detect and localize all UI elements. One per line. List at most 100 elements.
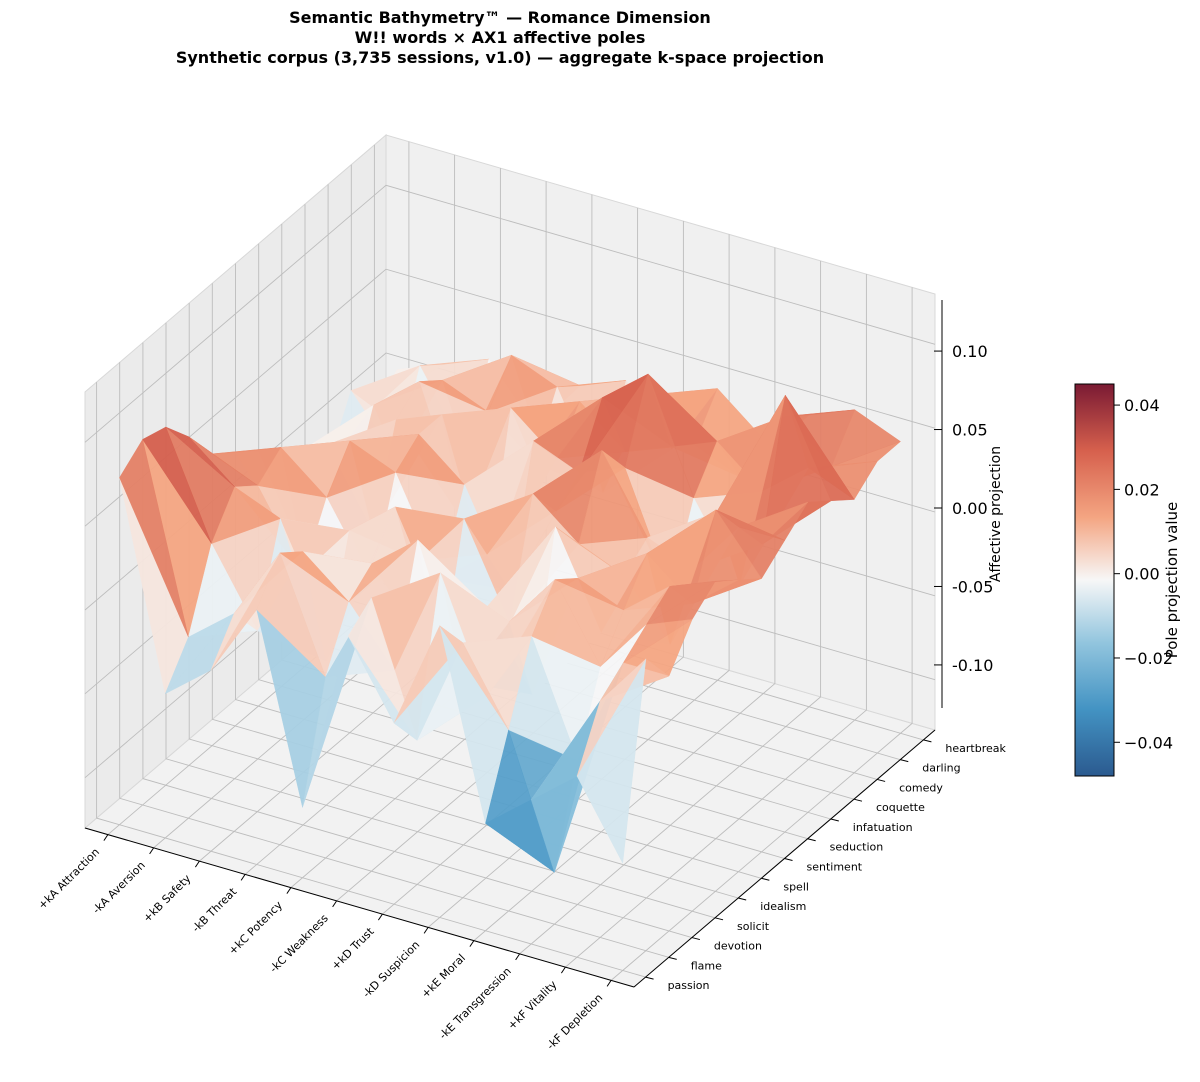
y-tick <box>691 937 701 941</box>
y-tick-label: infatuation <box>853 821 913 834</box>
x-tick-label: +kF Vitality <box>505 978 560 1033</box>
surface-facet <box>257 447 328 498</box>
y-tick-label: comedy <box>899 781 943 794</box>
surface-facet <box>532 450 602 512</box>
z-tick-label: 0.00 <box>952 499 988 518</box>
colorbar: 0.04 0.02 0.00 −0.02 −0.04 <box>1074 383 1173 777</box>
z-tick-label: -0.05 <box>952 577 993 596</box>
surface-facet <box>715 509 785 541</box>
y-tick-label: devotion <box>714 940 762 953</box>
surface-facet <box>348 539 418 602</box>
x-tick-label: -kF Depletion <box>544 991 605 1052</box>
surface-facet <box>279 551 349 602</box>
surface-facet <box>530 700 601 873</box>
surface-facet <box>692 509 762 604</box>
x-tick <box>149 847 155 855</box>
surface-facet <box>579 373 649 473</box>
surface-facet <box>165 426 235 488</box>
y-gridline <box>211 283 762 879</box>
x-tick <box>606 980 612 987</box>
y-tick <box>923 739 932 743</box>
x-tick-label: -kC Weakness <box>267 912 331 976</box>
x-gridline <box>382 221 684 915</box>
surface-facet <box>578 449 648 545</box>
y-tick <box>784 858 793 861</box>
surface-facet <box>347 597 418 741</box>
y-tick-label: solicit <box>737 920 770 933</box>
surface-facet <box>119 438 189 638</box>
surface-facet <box>557 380 627 388</box>
surface-facet <box>280 518 350 573</box>
x-gridline <box>473 247 776 941</box>
surface-facet <box>165 613 235 694</box>
x-tick-label: +kB Safety <box>141 872 194 925</box>
surface-facet <box>487 354 558 413</box>
y-tick-label: seduction <box>830 841 884 854</box>
colorbar-label: Pole projection value <box>1163 501 1181 659</box>
y-tick <box>900 759 909 763</box>
y-tick <box>738 897 747 901</box>
surface-facet <box>419 358 489 366</box>
surface-facet <box>419 379 489 413</box>
z-axis-label: Affective projection <box>988 445 1004 583</box>
colorbar-tick-label: −0.04 <box>1124 733 1173 752</box>
y-tick <box>876 778 886 782</box>
x-tick-label: +kD Trust <box>329 925 377 973</box>
x-gridline <box>610 287 913 981</box>
x-tick <box>469 940 475 947</box>
z-tick-label: -0.10 <box>952 656 993 675</box>
surface-facet <box>761 394 832 545</box>
chart-title-line-1: Semantic Bathymetry™ — Romance Dimension <box>289 8 711 27</box>
surface-facet <box>463 493 534 555</box>
x-tick <box>332 900 338 908</box>
x-tick <box>286 887 292 894</box>
x-tick-label: +kA Attraction <box>36 846 102 912</box>
y-tick-label: idealism <box>760 900 806 913</box>
colorbar-gradient <box>1074 383 1115 777</box>
y-tick-label: sentiment <box>807 861 863 874</box>
y-tick-label: passion <box>668 979 710 992</box>
y-gridline <box>119 362 669 958</box>
surface-facet <box>555 526 625 576</box>
y-tick <box>645 976 654 980</box>
surface-facet <box>350 365 421 408</box>
y-tick <box>807 838 816 842</box>
y-tick-label: flame <box>691 959 722 972</box>
surface-facet <box>142 426 212 544</box>
y-tick-label: heartbreak <box>945 742 1006 755</box>
x-tick-label: -kD Suspicion <box>360 938 422 1000</box>
x-tick <box>515 953 521 961</box>
surface-facet <box>326 440 397 498</box>
y-tick-label: coquette <box>876 801 925 814</box>
y-tick <box>853 798 863 802</box>
surface-facet <box>393 642 464 741</box>
surface-facet <box>256 552 326 678</box>
chart-title: Semantic Bathymetry™ — Romance Dimension… <box>0 8 1000 68</box>
colorbar-tick-label: 0.02 <box>1124 480 1160 499</box>
surface-facet <box>646 581 716 625</box>
y-tick-label: darling <box>922 762 960 775</box>
z-gridline <box>84 184 936 443</box>
colorbar-tick-label: 0.00 <box>1124 565 1160 584</box>
x-tick <box>194 860 200 868</box>
x-tick <box>240 874 246 881</box>
x-tick <box>377 913 383 921</box>
y-tick <box>761 877 770 881</box>
y-gridline <box>96 382 646 978</box>
surface-facet <box>531 579 602 668</box>
surface-facet <box>576 658 647 777</box>
surface-facet <box>188 436 258 486</box>
x-tick <box>103 834 109 841</box>
surface-facet <box>831 409 901 467</box>
surface-facet <box>212 447 282 455</box>
y-tick <box>668 956 677 960</box>
surface-facet <box>395 433 466 485</box>
x-tick-label: -kB Threat <box>190 885 240 935</box>
surface-facet <box>210 552 281 671</box>
y-tick <box>714 917 724 921</box>
z-tick-label: 0.05 <box>952 421 988 440</box>
x-tick <box>560 966 566 974</box>
surface-facet <box>302 597 372 808</box>
surface-facet <box>394 506 465 562</box>
